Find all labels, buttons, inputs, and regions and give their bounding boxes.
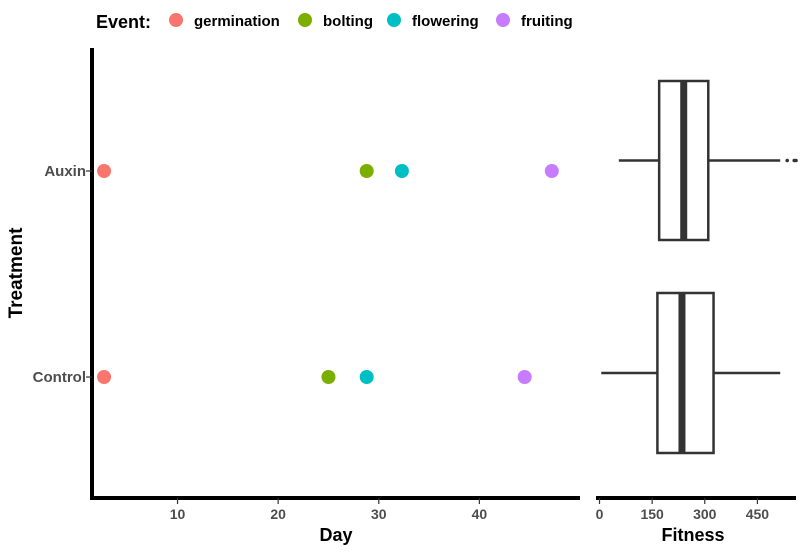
fitness-x-tick-label-450: 450 bbox=[746, 506, 770, 522]
x-tick-label-10: 10 bbox=[170, 506, 186, 522]
point-germination-auxin bbox=[97, 164, 112, 178]
fitness-x-tick-label-0: 0 bbox=[596, 506, 604, 522]
legend-label-germination: germination bbox=[194, 13, 280, 30]
legend: Event: germination bolting flowering fruitin… bbox=[96, 12, 573, 32]
legend-key-fruiting bbox=[496, 13, 510, 27]
x-tick-label-20: 20 bbox=[270, 506, 286, 522]
point-flowering-auxin bbox=[394, 164, 409, 178]
legend-title: Event: bbox=[96, 12, 151, 32]
point-bolting-control bbox=[321, 370, 336, 384]
outlier-auxin-0 bbox=[785, 158, 790, 163]
fitness-x-axis-title: Fitness bbox=[661, 525, 724, 545]
y-axis-title: Treatment bbox=[6, 227, 27, 318]
point-fruiting-auxin bbox=[544, 164, 559, 178]
point-flowering-control bbox=[359, 370, 374, 384]
point-germination-control bbox=[97, 370, 112, 384]
y-tick-label-auxin: Auxin bbox=[44, 163, 86, 180]
scatter-panel: Control Auxin 10 20 30 40 Day Treatment bbox=[6, 48, 580, 545]
x-tick-label-30: 30 bbox=[371, 506, 387, 522]
box-control bbox=[656, 291, 715, 455]
legend-label-fruiting: fruiting bbox=[521, 13, 573, 30]
fitness-boxplot-panel: 0 150 300 450 Fitness bbox=[596, 79, 798, 545]
x-axis-title: Day bbox=[319, 525, 352, 545]
legend-label-bolting: bolting bbox=[323, 13, 373, 30]
fitness-x-tick-label-300: 300 bbox=[693, 506, 717, 522]
legend-key-germination bbox=[169, 13, 183, 27]
point-fruiting-control bbox=[517, 370, 532, 384]
x-tick-label-40: 40 bbox=[472, 506, 488, 522]
legend-key-bolting bbox=[298, 13, 312, 27]
legend-key-flowering bbox=[387, 13, 401, 27]
outlier-auxin-2 bbox=[794, 158, 798, 163]
fitness-x-tick-label-150: 150 bbox=[640, 506, 664, 522]
point-bolting-auxin bbox=[359, 164, 374, 178]
legend-label-flowering: flowering bbox=[412, 13, 479, 30]
y-tick-label-control: Control bbox=[33, 369, 86, 386]
